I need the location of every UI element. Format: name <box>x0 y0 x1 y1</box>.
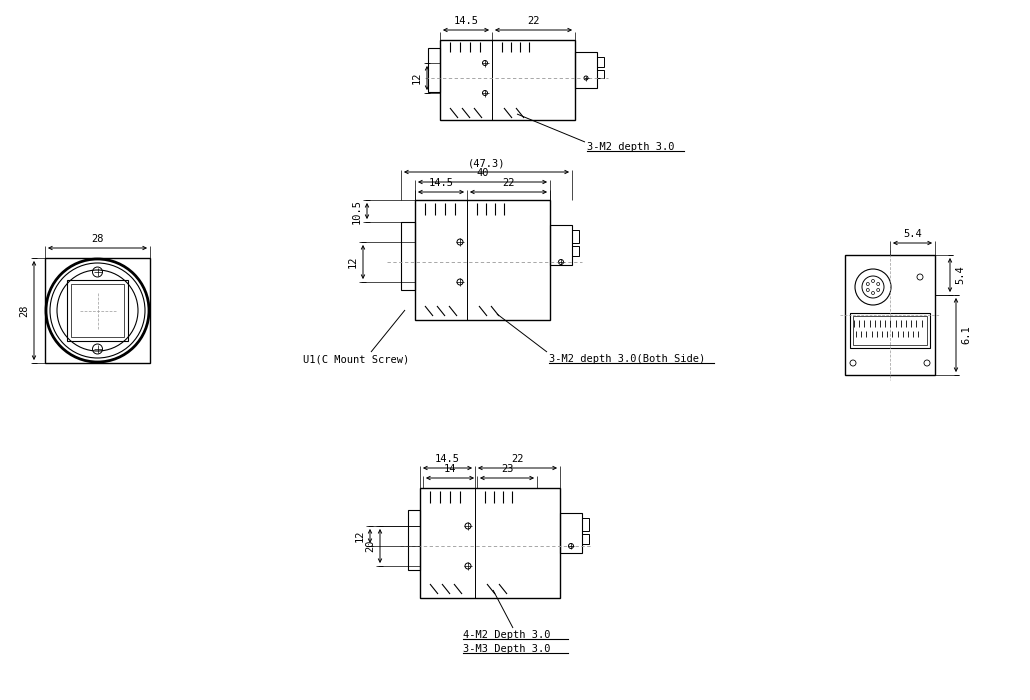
Text: 10.5: 10.5 <box>352 199 362 223</box>
Text: 5.4: 5.4 <box>955 265 965 284</box>
Text: 5.4: 5.4 <box>903 229 922 239</box>
Text: 22: 22 <box>503 178 515 188</box>
Text: 22: 22 <box>511 454 523 464</box>
Text: 3-M3 Depth 3.0: 3-M3 Depth 3.0 <box>464 644 550 654</box>
Text: 12: 12 <box>412 72 422 84</box>
Text: 3-M2 depth 3.0: 3-M2 depth 3.0 <box>587 142 675 152</box>
Text: 12: 12 <box>355 530 365 542</box>
Text: 22: 22 <box>527 16 540 26</box>
Text: 14.5: 14.5 <box>428 178 453 188</box>
Text: 20: 20 <box>365 540 375 552</box>
Text: 23: 23 <box>501 464 513 474</box>
Text: 14.5: 14.5 <box>453 16 479 26</box>
Text: 4-M2 Depth 3.0: 4-M2 Depth 3.0 <box>464 630 550 640</box>
Text: 14.5: 14.5 <box>435 454 460 464</box>
Text: 28: 28 <box>92 234 104 244</box>
Text: 6.1: 6.1 <box>961 326 971 344</box>
Text: (47.3): (47.3) <box>468 158 506 168</box>
Text: 14: 14 <box>444 464 456 474</box>
Text: U1(C Mount Screw): U1(C Mount Screw) <box>303 354 409 364</box>
Text: 3-M2 depth 3.0(Both Side): 3-M2 depth 3.0(Both Side) <box>549 354 706 364</box>
Text: 40: 40 <box>476 168 489 178</box>
Text: 12: 12 <box>348 256 358 268</box>
Text: 28: 28 <box>19 304 29 316</box>
